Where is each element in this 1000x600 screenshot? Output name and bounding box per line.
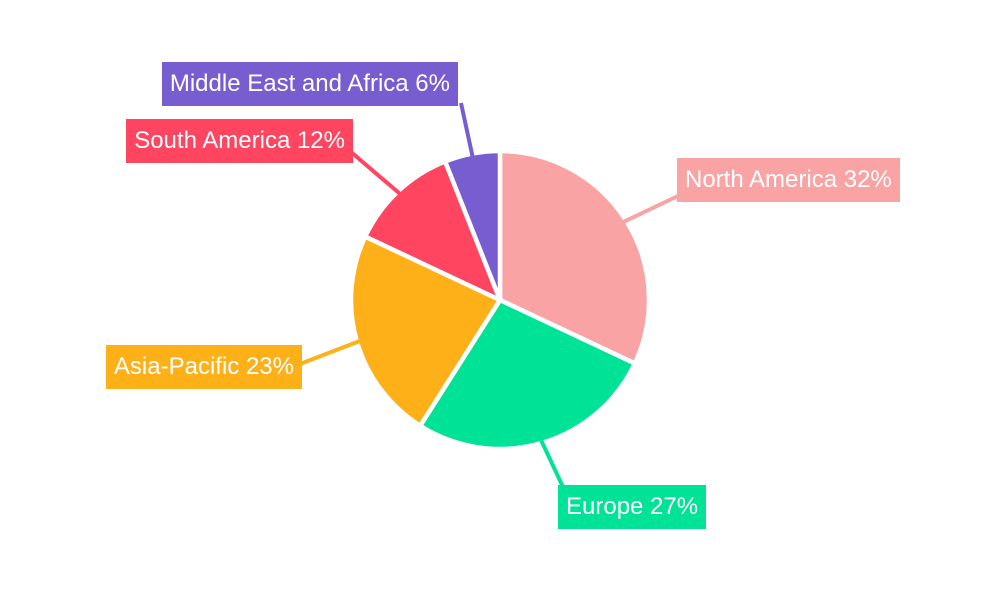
leader-line-asia-pacific xyxy=(299,338,363,366)
leader-line-europe xyxy=(538,437,565,488)
leader-line-middle-east-and-africa xyxy=(459,102,475,160)
leader-line-south-america xyxy=(349,150,403,197)
leader-line-north-america xyxy=(620,193,681,225)
